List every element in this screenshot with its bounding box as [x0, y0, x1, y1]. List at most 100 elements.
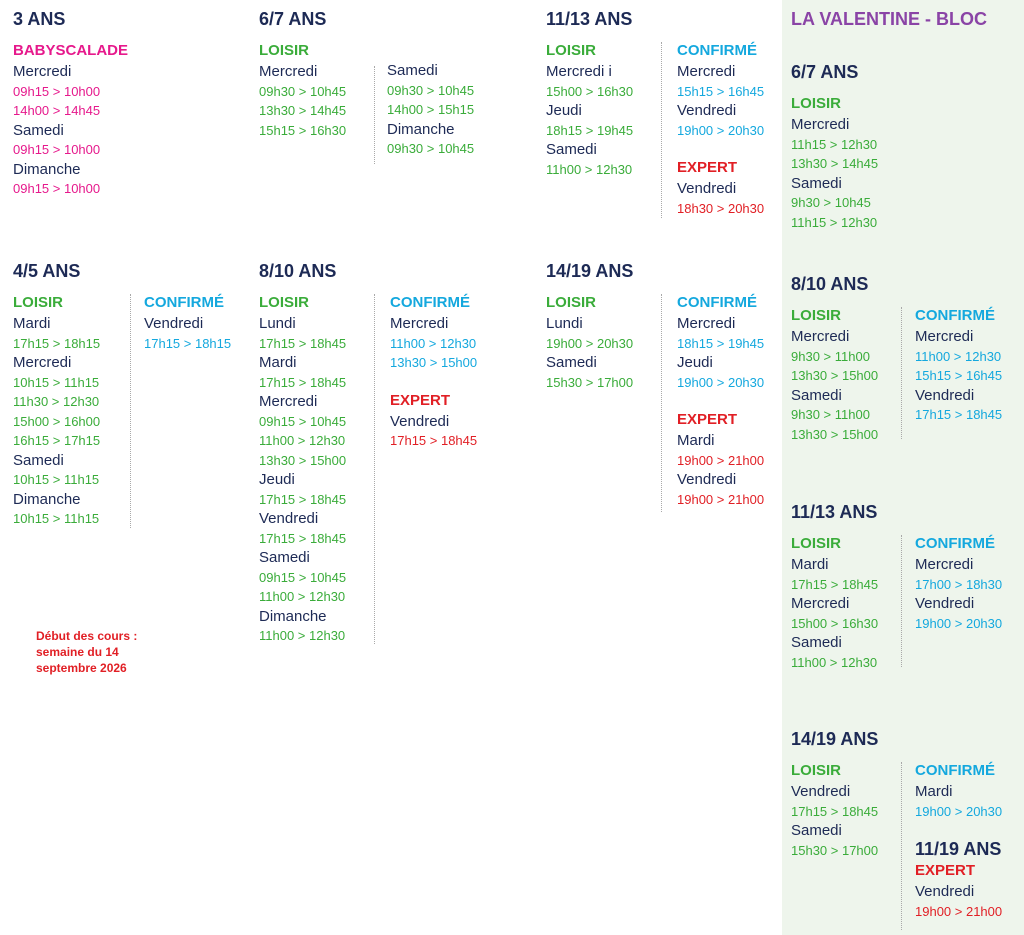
- time-slot: 17h15 > 18h45: [791, 576, 879, 592]
- note-line: septembre 2026: [36, 661, 127, 675]
- day-label: Samedi: [13, 451, 64, 469]
- age-heading: 6/7 ANS: [791, 62, 859, 82]
- day-label: Mercredi: [677, 63, 736, 80]
- schedule-column: LOISIR Vendredi 17h15 > 18h45 Samedi 15h30 >…: [791, 760, 878, 860]
- day-label: Dimanche: [259, 607, 327, 625]
- level-heading: LOISIR: [546, 42, 597, 59]
- time-slot: 14h00 > 14h45: [13, 103, 101, 118]
- day-label: Jeudi: [546, 102, 582, 119]
- day-label: Lundi: [259, 315, 296, 332]
- time-slot: 19h00 > 20h30: [915, 803, 1003, 819]
- day-label: Jeudi: [259, 471, 295, 488]
- level-heading: EXPERT: [915, 862, 976, 879]
- time-slot: 17h15 > 18h15: [13, 335, 101, 351]
- level-heading: LOISIR: [546, 294, 597, 311]
- day-label: Vendredi: [390, 412, 450, 430]
- age-heading: 11/19 ANS: [915, 839, 1002, 859]
- level-heading: CONFIRMÉ: [677, 42, 757, 59]
- time-slot: 17h15 > 18h15: [144, 335, 232, 351]
- day-label: Dimanche: [13, 160, 81, 178]
- time-slot: 19h00 > 20h30: [677, 374, 765, 390]
- level-heading: LOISIR: [791, 307, 842, 324]
- level-heading: CONFIRMÉ: [915, 762, 995, 779]
- age-heading: 11/13 ANS: [791, 502, 878, 522]
- time-slot: 13h30 > 15h00: [791, 368, 879, 383]
- time-slot: 10h15 > 11h15: [13, 472, 100, 487]
- time-slot: 13h30 > 14h45: [791, 156, 879, 171]
- note-line: semaine du 14: [36, 645, 119, 659]
- day-label: Vendredi: [677, 180, 737, 197]
- level-heading: CONFIRMÉ: [144, 294, 224, 311]
- day-label: Mardi: [677, 432, 715, 449]
- time-slot: 10h15 > 11h15: [13, 374, 100, 390]
- level-heading: LOISIR: [791, 535, 842, 552]
- day-label: Samedi: [791, 174, 842, 192]
- time-slot: 17h15 > 18h45: [259, 530, 347, 546]
- time-slot: 19h00 > 21h00: [677, 491, 765, 507]
- age-heading: 8/10 ANS: [259, 261, 337, 281]
- day-label: Samedi: [546, 354, 597, 371]
- level-heading: LOISIR: [791, 95, 842, 112]
- day-label: Samedi: [791, 822, 842, 839]
- age-heading: 8/10 ANS: [791, 274, 869, 294]
- time-slot: 11h00 > 12h30: [259, 433, 346, 448]
- day-label: Samedi: [387, 62, 438, 79]
- time-slot: 11h00 > 12h30: [259, 628, 346, 643]
- time-slot: 19h00 > 21h00: [915, 903, 1003, 919]
- day-label: Jeudi: [677, 354, 713, 371]
- time-slot: 11h00 > 12h30: [791, 654, 878, 670]
- schedule-column: CONFIRMÉ Mercredi 11h00 > 12h30 15h15 > 16h…: [915, 305, 1002, 425]
- time-slot: 11h00 > 12h30: [546, 161, 633, 177]
- age-heading: 14/19 ANS: [546, 261, 634, 281]
- day-label: Mercredi: [13, 63, 72, 80]
- schedule-column: LOISIR Mercredi 11h15 > 12h30 13h30 > 14h45…: [791, 93, 878, 232]
- day-label: Mercredi: [915, 556, 974, 573]
- time-slot: 14h00 > 15h15: [387, 102, 475, 117]
- day-label: Vendredi: [677, 102, 737, 119]
- schedule-column: CONFIRMÉ Mercredi 11h00 > 12h30 13h30 > 15h…: [390, 292, 477, 451]
- level-heading: EXPERT: [390, 391, 451, 409]
- time-slot: 09h30 > 10h45: [387, 82, 475, 98]
- time-slot: 10h15 > 11h15: [13, 511, 100, 526]
- time-slot: 09h15 > 10h00: [13, 142, 101, 157]
- la-valentine-title: LA VALENTINE - BLOC: [791, 9, 987, 29]
- note-line: Début des cours :: [36, 629, 138, 643]
- time-slot: 17h15 > 18h45: [915, 407, 1003, 422]
- schedule-column: CONFIRMÉ Mercredi 18h15 > 19h45 Jeudi 19h00 …: [677, 292, 764, 509]
- time-slot: 15h15 > 16h45: [677, 83, 765, 99]
- schedule-column: Samedi 09h30 > 10h45 14h00 > 15h15 Dimanche…: [387, 61, 474, 159]
- spacer: [677, 140, 764, 157]
- time-slot: 15h00 > 16h30: [546, 83, 634, 99]
- time-slot: 17h15 > 18h45: [259, 335, 347, 351]
- day-label: Mercredi: [791, 595, 850, 612]
- time-slot: 09h30 > 10h45: [387, 141, 475, 156]
- schedule-column: LOISIR Mercredi i 15h00 > 16h30 Jeudi 18h15 …: [546, 40, 633, 179]
- time-slot: 9h30 > 11h00: [791, 407, 870, 422]
- time-slot: 15h15 > 16h30: [259, 122, 347, 138]
- time-slot: 15h00 > 16h00: [13, 413, 101, 429]
- schedule-column: LOISIR Lundi 17h15 > 18h45 Mardi 17h15 > 18h…: [259, 292, 346, 646]
- schedule-column: LOISIR Mercredi 09h30 > 10h45 13h30 > 14h45…: [259, 40, 346, 140]
- day-label: Samedi: [791, 386, 842, 404]
- age-heading: 14/19 ANS: [791, 729, 879, 749]
- schedule-column: LOISIR Lundi 19h00 > 20h30 Samedi 15h30 > 17…: [546, 292, 633, 392]
- time-slot: 09h15 > 10h45: [259, 413, 347, 429]
- time-slot: 09h15 > 10h00: [13, 83, 101, 99]
- day-label: Mardi: [259, 354, 297, 371]
- day-label: Vendredi: [259, 510, 319, 527]
- time-slot: 15h15 > 16h45: [915, 368, 1003, 383]
- day-label: Mardi: [13, 315, 51, 332]
- divider: [661, 42, 662, 218]
- day-label: Mardi: [915, 783, 953, 800]
- time-slot: 15h30 > 17h00: [791, 842, 879, 858]
- day-label: Samedi: [259, 549, 310, 566]
- age-heading: 11/13 ANS: [546, 9, 633, 29]
- schedule-column: LOISIR Mardi 17h15 > 18h15 Mercredi 10h15 > …: [13, 292, 100, 529]
- age-heading: 3 ANS: [13, 9, 66, 29]
- day-label: Vendredi: [915, 386, 975, 404]
- level-heading: LOISIR: [259, 42, 310, 59]
- time-slot: 19h00 > 20h30: [915, 615, 1003, 631]
- day-label: Vendredi: [144, 315, 204, 332]
- time-slot: 09h15 > 10h45: [259, 569, 347, 585]
- spacer: [915, 821, 1002, 838]
